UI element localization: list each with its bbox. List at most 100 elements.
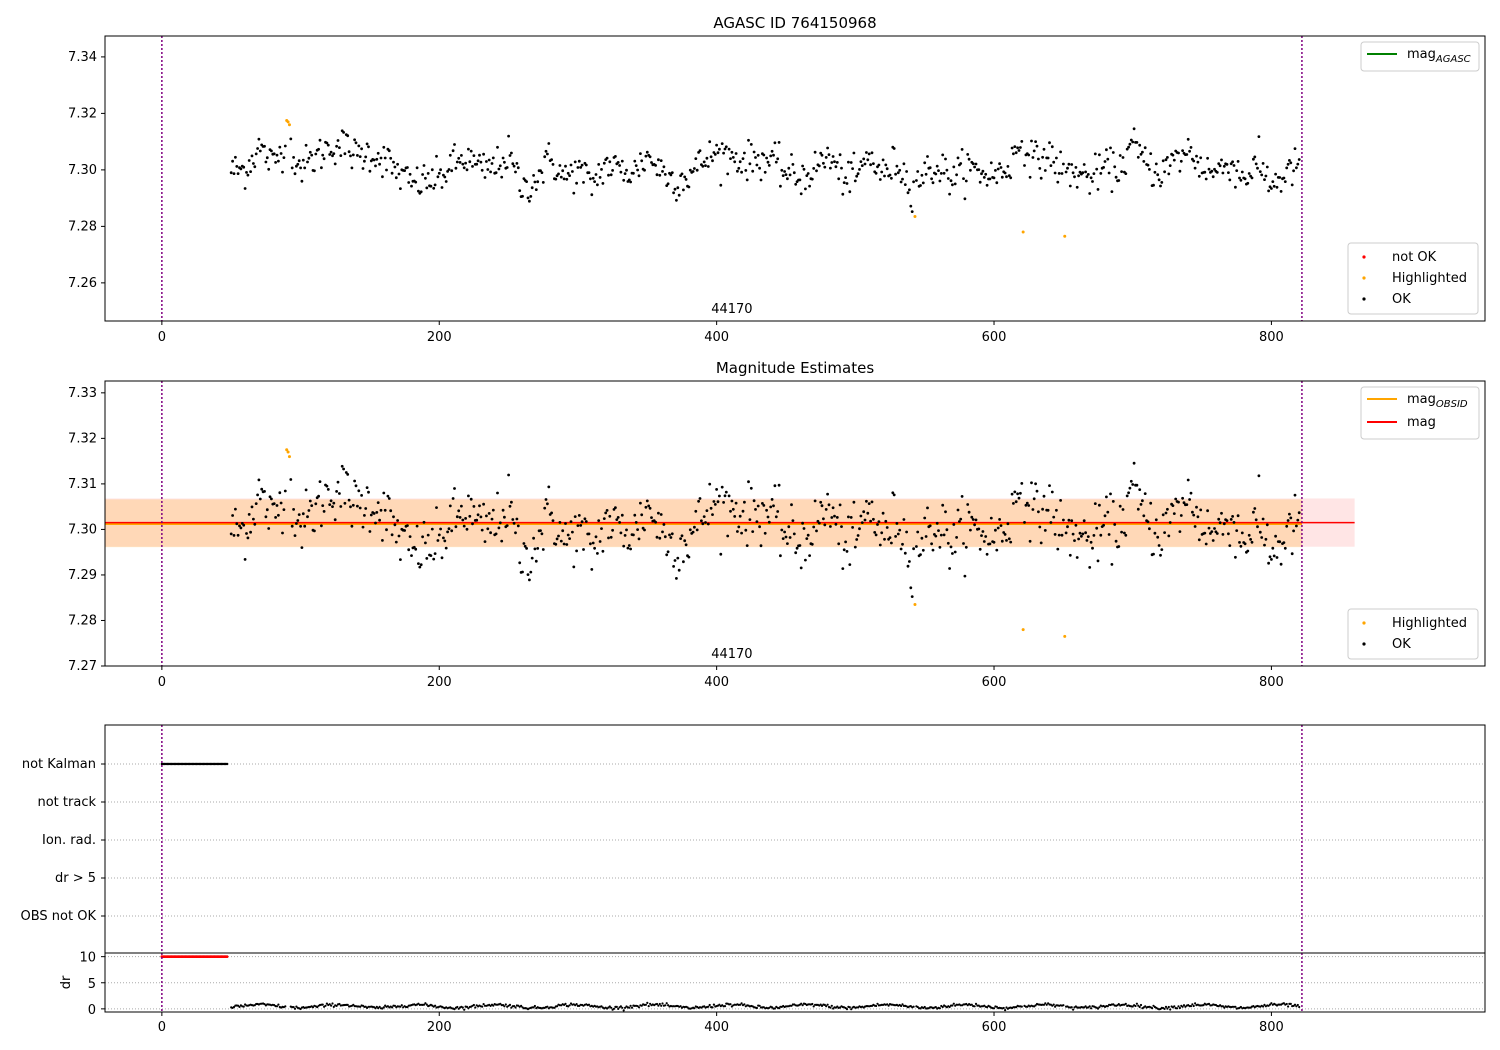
point-ok	[777, 141, 781, 144]
point-dr-ok	[456, 1005, 459, 1009]
point-ok	[353, 138, 356, 142]
point-ok	[403, 169, 406, 173]
point-ok	[508, 504, 512, 508]
point-ok	[1249, 538, 1252, 541]
point-ok	[447, 168, 451, 171]
point-ok	[844, 540, 847, 544]
point-dr-ok	[330, 1004, 333, 1007]
point-ok	[1113, 165, 1117, 169]
point-ok	[1048, 484, 1051, 487]
point-ok	[639, 152, 642, 156]
point-ok	[525, 180, 528, 184]
point-ok	[614, 506, 617, 510]
point-ok	[1019, 146, 1022, 149]
point-ok	[1260, 173, 1264, 177]
y-tick-label: 7.32	[68, 106, 97, 121]
point-not-kalman	[225, 762, 229, 766]
point-ok	[938, 545, 942, 549]
point-dr-ok	[951, 1004, 954, 1007]
point-ok	[242, 165, 246, 169]
point-ok	[1117, 545, 1121, 548]
point-ok	[691, 170, 695, 173]
point-ok	[874, 171, 878, 175]
point-ok	[763, 170, 767, 174]
point-ok	[1270, 558, 1273, 561]
point-ok	[372, 512, 376, 515]
point-ok	[1073, 539, 1076, 542]
point-ok	[794, 551, 798, 555]
point-ok	[394, 540, 398, 544]
point-ok	[1185, 503, 1189, 506]
point-ok	[662, 523, 666, 526]
point-ok	[880, 170, 884, 174]
point-ok	[1071, 532, 1075, 536]
point-ok	[845, 182, 849, 185]
point-ok	[239, 167, 243, 171]
point-ok	[734, 501, 738, 505]
point-ok	[910, 210, 914, 214]
y-tick-label: 7.29	[68, 568, 97, 583]
point-ok	[564, 164, 567, 168]
point-ok	[662, 165, 666, 169]
point-ok	[235, 522, 239, 526]
point-ok	[967, 510, 971, 514]
point-ok	[736, 169, 739, 173]
point-ok	[1123, 531, 1126, 535]
point-ok	[1012, 502, 1015, 505]
point-ok	[596, 183, 599, 187]
point-dr-ok	[723, 1005, 727, 1008]
point-dr-ok	[263, 1003, 266, 1006]
point-ok	[849, 161, 853, 164]
point-ok	[680, 172, 684, 176]
point-ok	[902, 162, 906, 166]
point-ok	[1075, 185, 1079, 189]
point-ok	[988, 542, 992, 546]
point-ok	[346, 134, 350, 138]
point-ok	[870, 151, 874, 155]
point-dr-ok	[660, 1004, 663, 1007]
point-ok	[766, 515, 770, 519]
point-ok	[827, 153, 831, 157]
point-dr-ok	[1268, 1003, 1272, 1006]
point-ok	[1074, 523, 1078, 527]
point-ok	[1232, 164, 1236, 167]
point-ok	[1060, 533, 1064, 537]
point-dr-ok	[1002, 1006, 1005, 1010]
point-ok	[867, 152, 871, 156]
point-ok	[747, 138, 750, 142]
point-ok	[1272, 554, 1276, 558]
point-ok	[892, 493, 896, 497]
point-ok	[622, 178, 626, 182]
point-ok	[1057, 172, 1061, 175]
point-dr-ok	[532, 1006, 535, 1009]
point-ok	[661, 170, 664, 173]
point-ok	[865, 151, 868, 154]
point-ok	[620, 513, 624, 517]
point-ok	[655, 173, 659, 177]
point-ok	[962, 542, 965, 545]
point-ok	[1189, 491, 1193, 495]
point-ok	[711, 513, 714, 516]
point-ok	[1217, 517, 1221, 521]
point-ok	[1014, 500, 1018, 504]
point-ok	[1038, 525, 1042, 529]
point-ok	[734, 152, 738, 155]
point-ok	[878, 543, 882, 547]
point-ok	[755, 520, 759, 523]
point-dr-ok	[587, 1003, 591, 1006]
point-ok	[317, 494, 320, 498]
point-ok	[1179, 159, 1183, 163]
point-ok	[754, 156, 757, 159]
point-ok	[457, 509, 461, 513]
point-ok	[980, 172, 983, 176]
obsid-annotation: 44170	[711, 302, 752, 317]
point-ok	[1081, 532, 1085, 536]
point-ok	[472, 154, 476, 158]
point-ok	[1146, 163, 1150, 167]
point-dr-ok	[1131, 1005, 1134, 1008]
point-ok	[313, 169, 316, 173]
point-ok	[1292, 169, 1295, 173]
point-ok	[1107, 171, 1111, 175]
point-ok	[844, 176, 847, 180]
point-ok	[550, 158, 553, 162]
